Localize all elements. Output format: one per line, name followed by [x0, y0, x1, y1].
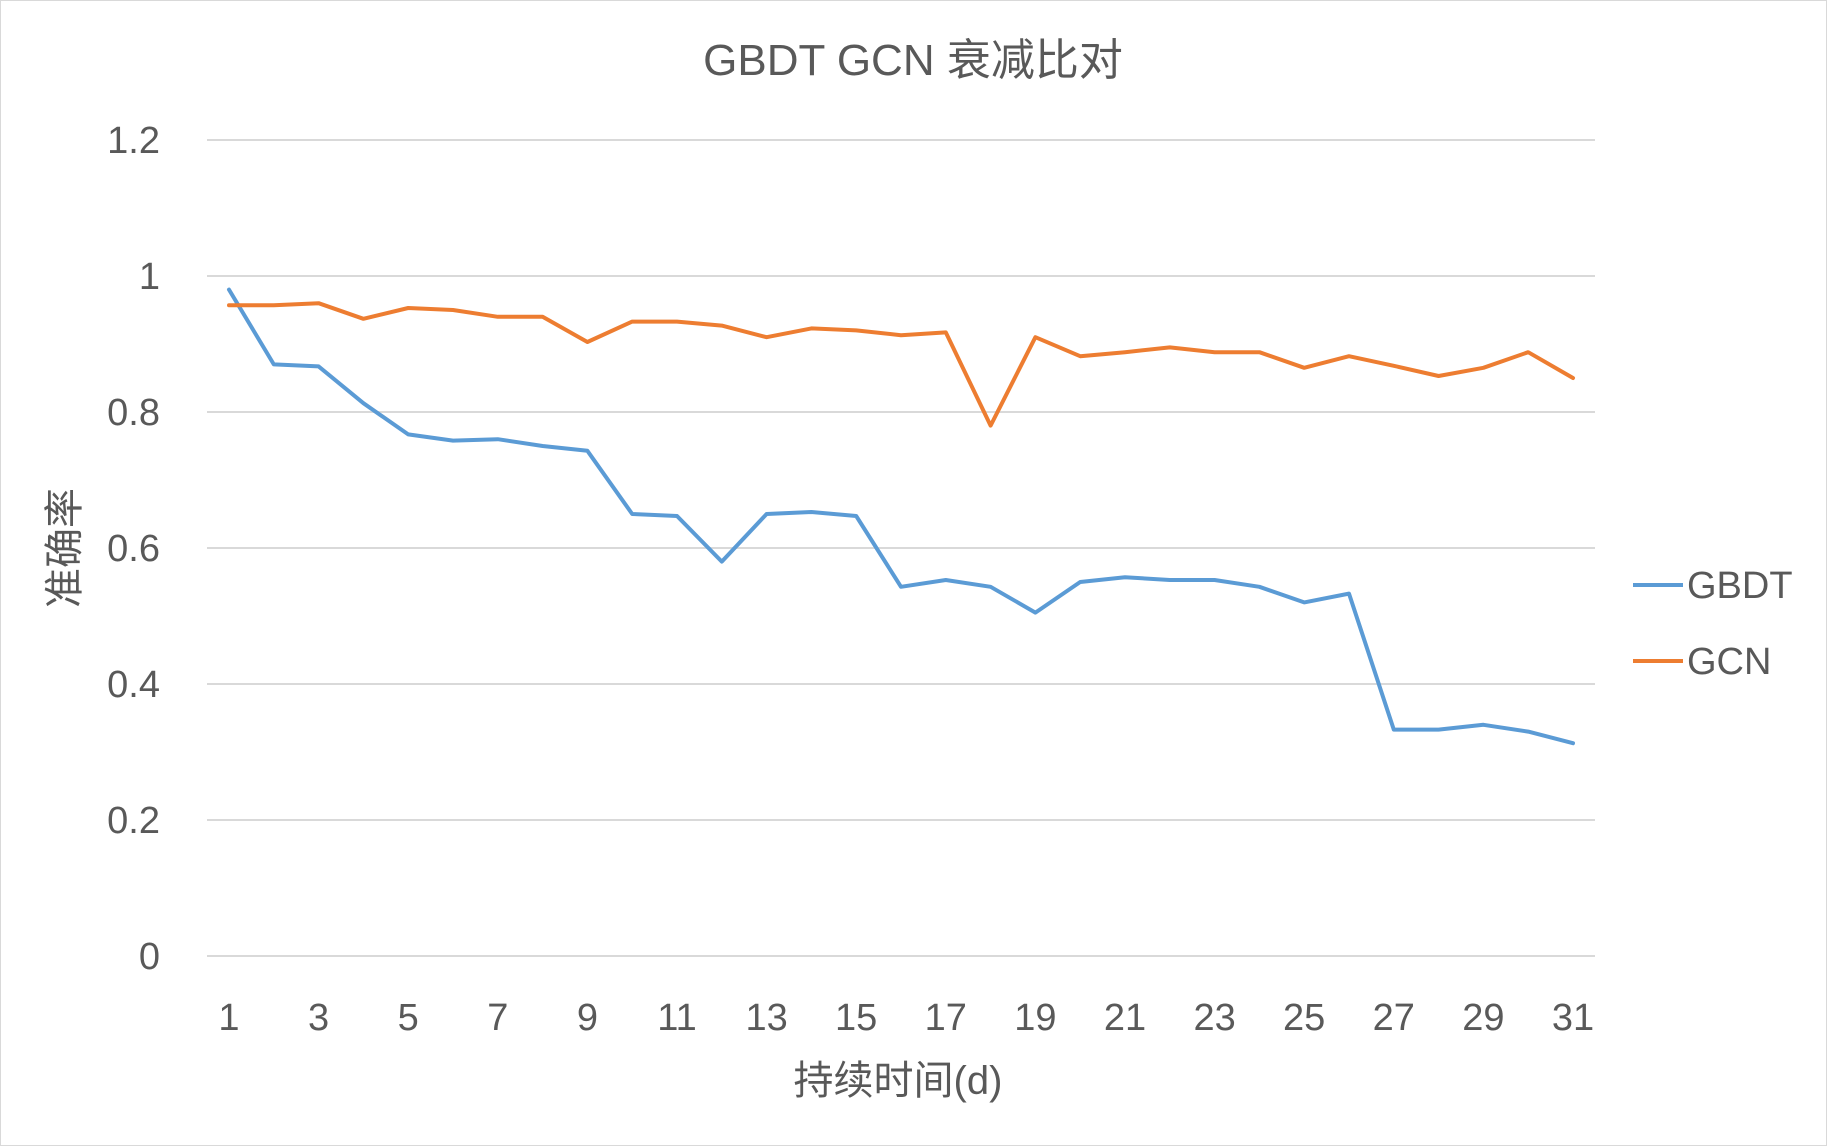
x-tick-label: 23 [1193, 997, 1235, 1039]
y-tick-label: 0.4 [107, 664, 160, 706]
y-axis-ticks: 0 0.2 0.4 0.6 0.8 1 1.2 [107, 120, 160, 978]
x-tick-label: 29 [1462, 997, 1504, 1039]
series-lines [227, 287, 1575, 746]
legend: GBDT GCN [1633, 565, 1793, 683]
chart-title: GBDT GCN 衰减比对 [703, 36, 1123, 85]
legend-label-gcn: GCN [1687, 641, 1771, 683]
x-axis-label: 持续时间(d) [794, 1059, 1003, 1103]
series-line-gbdt [227, 287, 1575, 746]
x-tick-label: 11 [657, 997, 696, 1039]
series-line-gcn [227, 301, 1575, 428]
x-tick-label: 27 [1373, 997, 1415, 1039]
x-tick-label: 9 [577, 997, 598, 1039]
x-tick-label: 3 [308, 997, 329, 1039]
legend-label-gbdt: GBDT [1687, 565, 1793, 607]
x-tick-label: 7 [487, 997, 508, 1039]
y-axis-label: 准确率 [43, 488, 87, 608]
x-tick-label: 17 [925, 997, 967, 1039]
x-tick-label: 1 [218, 997, 239, 1039]
x-tick-label: 15 [835, 997, 877, 1039]
y-tick-label: 1.2 [107, 120, 160, 162]
y-tick-label: 1 [139, 256, 160, 298]
y-tick-label: 0.2 [107, 800, 160, 842]
gridlines [207, 139, 1595, 957]
x-tick-label: 31 [1552, 997, 1594, 1039]
x-tick-label: 21 [1104, 997, 1146, 1039]
x-tick-label: 13 [745, 997, 787, 1039]
y-tick-label: 0 [139, 936, 160, 978]
x-tick-label: 19 [1014, 997, 1056, 1039]
x-tick-label: 5 [398, 997, 419, 1039]
y-tick-label: 0.8 [107, 392, 160, 434]
x-tick-label: 25 [1283, 997, 1325, 1039]
y-tick-label: 0.6 [107, 528, 160, 570]
x-axis-ticks: 1 3 5 7 9 11 13 15 17 19 21 23 25 27 29 31 [218, 997, 1594, 1039]
